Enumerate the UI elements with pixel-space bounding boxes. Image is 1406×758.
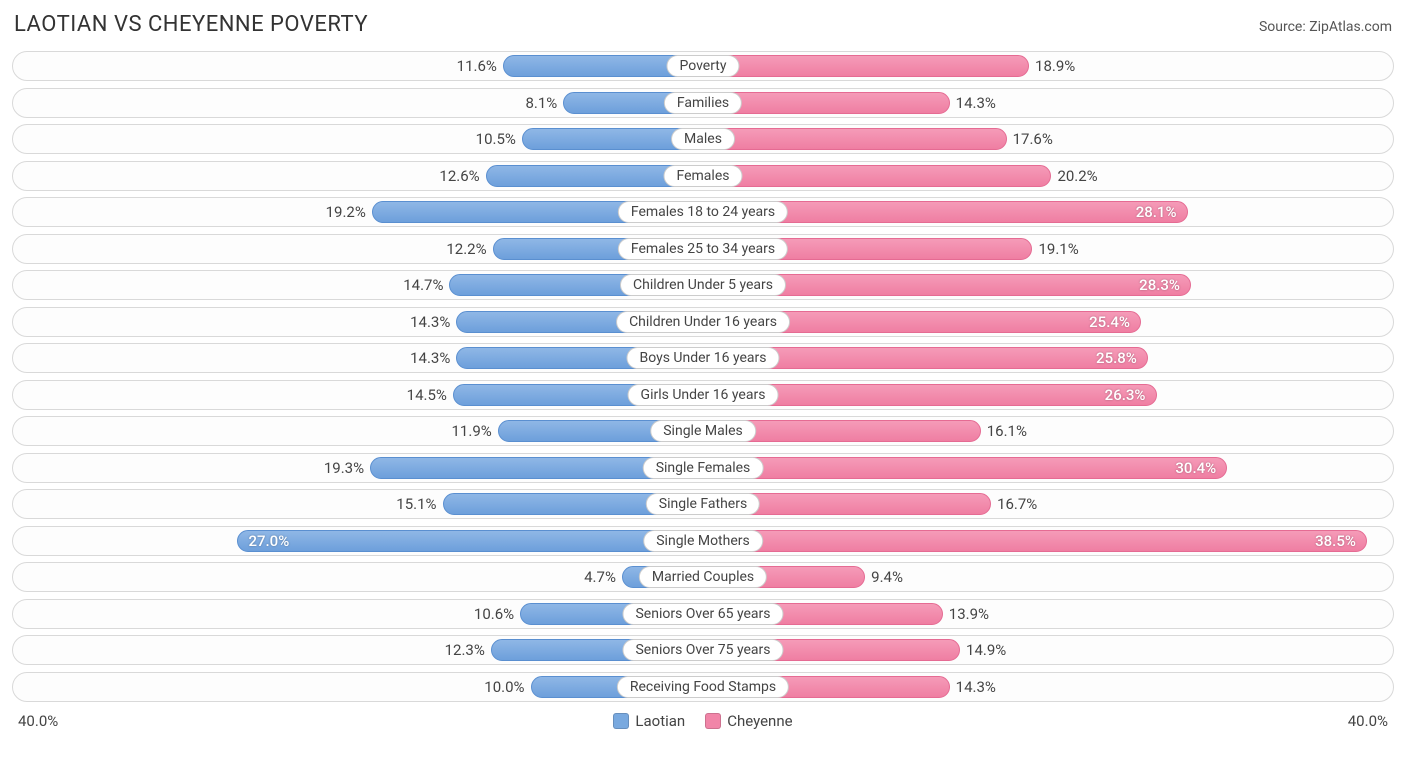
value-label-right: 18.9% (1035, 57, 1075, 75)
bar-row: 10.5% 17.6% Males (12, 124, 1394, 154)
value-label-left: 4.7% (584, 568, 616, 586)
bar-row: 12.3% 14.9% Seniors Over 75 years (12, 635, 1394, 665)
diverging-bar-chart: 11.6%18.9%Poverty8.1%14.3%Families10.5%1… (12, 51, 1394, 702)
bar-right (703, 128, 1007, 150)
bar-row: 14.7% 28.3% Children Under 5 years (12, 270, 1394, 300)
category-label: Seniors Over 65 years (622, 603, 783, 625)
bar-row: 27.0% 38.5% Single Mothers (12, 526, 1394, 556)
category-label: Females 25 to 34 years (618, 238, 788, 260)
bar-right (703, 165, 1051, 187)
value-label-left: 11.9% (452, 422, 492, 440)
bar-right (703, 457, 1227, 479)
value-label-right: 25.8% (1096, 349, 1137, 367)
value-label-right: 25.4% (1089, 313, 1130, 331)
value-label-left: 19.2% (326, 203, 366, 221)
bar-row: 4.7% 9.4% Married Couples (12, 562, 1394, 592)
category-label: Families (664, 92, 742, 114)
bar-row: 11.9% 16.1% Single Males (12, 416, 1394, 446)
value-label-left: 10.0% (484, 678, 524, 696)
chart-title: LAOTIAN VS CHEYENNE POVERTY (14, 12, 368, 37)
axis-max-left: 40.0% (18, 712, 58, 730)
category-label: Poverty (666, 55, 739, 77)
bar-row: 19.2% 28.1% Females 18 to 24 years (12, 197, 1394, 227)
bar-row: 10.6% 13.9% Seniors Over 65 years (12, 599, 1394, 629)
legend-swatch-left (613, 713, 629, 729)
category-label: Children Under 5 years (620, 274, 786, 296)
bar-row: 11.6% 18.9% Poverty (12, 51, 1394, 81)
bar-row: 14.5% 26.3% Girls Under 16 years (12, 380, 1394, 410)
value-label-left: 10.6% (474, 605, 514, 623)
chart-header: LAOTIAN VS CHEYENNE POVERTY Source: ZipA… (12, 8, 1394, 51)
category-label: Seniors Over 75 years (622, 639, 783, 661)
bar-row: 15.1% 16.7% Single Fathers (12, 489, 1394, 519)
bar-right (703, 530, 1367, 552)
value-label-right: 16.1% (987, 422, 1027, 440)
value-label-left: 12.3% (445, 641, 485, 659)
value-label-left: 12.2% (446, 240, 486, 258)
bar-row: 19.3% 30.4% Single Females (12, 453, 1394, 483)
value-label-right: 19.1% (1038, 240, 1078, 258)
value-label-left: 11.6% (457, 57, 497, 75)
value-label-right: 30.4% (1175, 459, 1216, 477)
legend-item-left: Laotian (613, 712, 685, 730)
bar-row: 14.3% 25.4% Children Under 16 years (12, 307, 1394, 337)
value-label-right: 13.9% (949, 605, 989, 623)
value-label-right: 14.3% (956, 678, 996, 696)
bar-right (703, 55, 1029, 77)
category-label: Girls Under 16 years (628, 384, 779, 406)
value-label-right: 20.2% (1057, 167, 1097, 185)
value-label-right: 28.1% (1136, 203, 1177, 221)
value-label-left: 27.0% (248, 532, 289, 550)
legend-label-left: Laotian (635, 712, 685, 730)
value-label-right: 26.3% (1105, 386, 1146, 404)
value-label-left: 14.3% (410, 313, 450, 331)
category-label: Married Couples (639, 566, 767, 588)
bar-row: 14.3% 25.8% Boys Under 16 years (12, 343, 1394, 373)
value-label-right: 28.3% (1139, 276, 1180, 294)
value-label-left: 14.5% (407, 386, 447, 404)
value-label-right: 38.5% (1315, 532, 1356, 550)
category-label: Children Under 16 years (616, 311, 790, 333)
bar-left (237, 530, 703, 552)
category-label: Males (671, 128, 735, 150)
value-label-right: 14.9% (966, 641, 1006, 659)
value-label-right: 16.7% (997, 495, 1037, 513)
value-label-left: 10.5% (476, 130, 516, 148)
chart-footer: 40.0% Laotian Cheyenne 40.0% (12, 708, 1394, 730)
bar-row: 8.1% 14.3% Families (12, 88, 1394, 118)
value-label-left: 12.6% (439, 167, 479, 185)
legend-item-right: Cheyenne (705, 712, 792, 730)
category-label: Single Mothers (643, 530, 763, 552)
value-label-right: 9.4% (871, 568, 903, 586)
value-label-right: 14.3% (956, 94, 996, 112)
category-label: Single Males (650, 420, 756, 442)
axis-max-right: 40.0% (1348, 712, 1388, 730)
value-label-left: 14.7% (403, 276, 443, 294)
value-label-left: 15.1% (396, 495, 436, 513)
category-label: Receiving Food Stamps (617, 676, 789, 698)
bar-row: 12.6% 20.2% Females (12, 161, 1394, 191)
value-label-left: 8.1% (525, 94, 557, 112)
category-label: Single Fathers (646, 493, 760, 515)
legend-label-right: Cheyenne (727, 712, 792, 730)
category-label: Single Females (643, 457, 764, 479)
bar-row: 12.2% 19.1% Females 25 to 34 years (12, 234, 1394, 264)
bar-row: 10.0% 14.3% Receiving Food Stamps (12, 672, 1394, 702)
value-label-left: 19.3% (324, 459, 364, 477)
legend-swatch-right (705, 713, 721, 729)
category-label: Females 18 to 24 years (618, 201, 788, 223)
value-label-left: 14.3% (410, 349, 450, 367)
category-label: Boys Under 16 years (626, 347, 779, 369)
legend: Laotian Cheyenne (613, 712, 792, 730)
chart-source: Source: ZipAtlas.com (1259, 19, 1392, 35)
value-label-right: 17.6% (1013, 130, 1053, 148)
category-label: Females (664, 165, 743, 187)
